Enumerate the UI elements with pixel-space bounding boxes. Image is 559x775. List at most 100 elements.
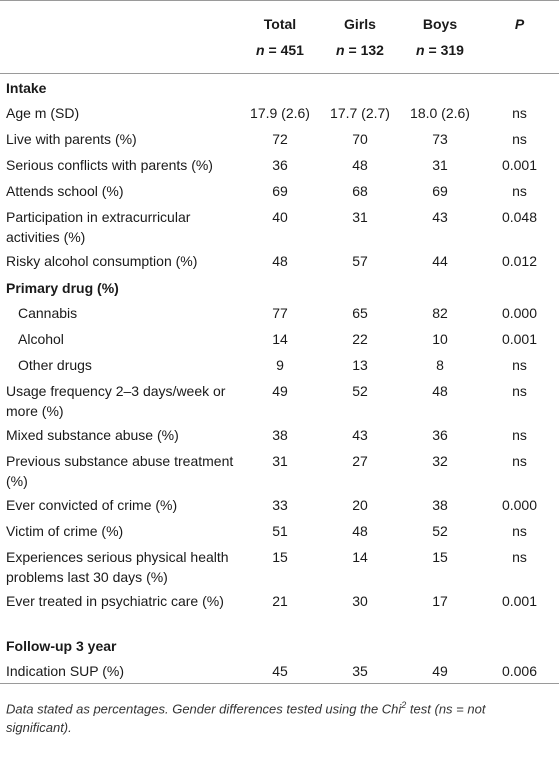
header-girls-n: n = 132 — [336, 42, 384, 58]
cell-total: 17.9 (2.6) — [250, 104, 310, 121]
cell-total: 72 — [272, 130, 288, 147]
cell-total: 45 — [272, 662, 288, 679]
cell-boys: 31 — [432, 156, 448, 173]
cell-boys: 17 — [432, 592, 448, 609]
table-footnote: Data stated as percentages. Gender diffe… — [6, 700, 486, 736]
header-p: P — [514, 16, 525, 32]
cell-total: 9 — [276, 356, 284, 373]
data-table: Total Girls Boys P n = 451 n = 132 n = 3… — [0, 0, 559, 684]
cell-p: ns — [512, 452, 527, 469]
row-label: Ever treated in psychiatric care (%) — [6, 592, 224, 609]
header-girls: Girls — [344, 16, 376, 32]
cell-p: ns — [512, 130, 527, 147]
cell-total: 21 — [272, 592, 288, 609]
cell-p: ns — [512, 104, 527, 121]
cell-boys: 38 — [432, 496, 448, 513]
cell-p: ns — [512, 426, 527, 443]
section-title: Follow-up 3 year — [6, 637, 117, 654]
row-label: Live with parents (%) — [6, 130, 137, 147]
header-total-n: n = 451 — [256, 42, 304, 58]
cell-girls: 70 — [352, 130, 368, 147]
cell-total: 15 — [272, 548, 288, 565]
cell-total: 33 — [272, 496, 288, 513]
table-row: Other drugs 9 13 8 ns — [0, 352, 559, 378]
header-total: Total — [263, 16, 297, 32]
cell-total: 31 — [272, 452, 288, 469]
cell-girls: 20 — [352, 496, 368, 513]
table-row: Victim of crime (%) 51 48 52 ns — [0, 518, 559, 544]
cell-girls: 17.7 (2.7) — [330, 104, 390, 121]
cell-boys: 52 — [432, 522, 448, 539]
cell-girls: 68 — [352, 182, 368, 199]
cell-girls: 52 — [352, 382, 368, 399]
table-row: Previous substance abuse treatment (%) 3… — [0, 448, 559, 492]
cell-p: 0.048 — [501, 208, 538, 225]
table-row: Cannabis 77 65 82 0.000 — [0, 300, 559, 326]
table-row: Ever treated in psychiatric care (%) 21 … — [0, 588, 559, 632]
cell-boys: 82 — [432, 304, 448, 321]
cell-girls: 27 — [352, 452, 368, 469]
cell-p: 0.001 — [501, 330, 538, 347]
cell-p: 0.000 — [501, 496, 538, 513]
cell-boys: 10 — [432, 330, 448, 347]
cell-girls: 65 — [352, 304, 368, 321]
cell-total: 69 — [272, 182, 288, 199]
section-row-followup: Follow-up 3 year — [0, 632, 559, 658]
cell-total: 40 — [272, 208, 288, 225]
section-row-intake: Intake — [0, 74, 559, 100]
header-label-col — [0, 1, 240, 38]
cell-total: 36 — [272, 156, 288, 173]
row-label: Victim of crime (%) — [6, 522, 124, 539]
table-row: Serious conflicts with parents (%) 36 48… — [0, 152, 559, 178]
table-row: Alcohol 14 22 10 0.001 — [0, 326, 559, 352]
cell-p: 0.001 — [501, 156, 538, 173]
cell-girls: 13 — [352, 356, 368, 373]
cell-p: 0.000 — [501, 304, 538, 321]
row-label: Attends school (%) — [6, 182, 124, 199]
cell-p: 0.006 — [501, 662, 538, 679]
cell-boys: 48 — [432, 382, 448, 399]
row-label: Cannabis — [18, 304, 78, 321]
cell-boys: 43 — [432, 208, 448, 225]
table-row: Indication SUP (%) 45 35 49 0.006 — [0, 658, 559, 684]
row-label: Previous substance abuse treatment (%) — [6, 452, 234, 489]
table-row: Age m (SD) 17.9 (2.6) 17.7 (2.7) 18.0 (2… — [0, 100, 559, 126]
table-row: Attends school (%) 69 68 69 ns — [0, 178, 559, 204]
cell-total: 14 — [272, 330, 288, 347]
table-row: Experiences serious physical health prob… — [0, 544, 559, 588]
cell-p: 0.012 — [501, 252, 538, 269]
cell-total: 51 — [272, 522, 288, 539]
table-row: Usage frequency 2–3 days/week or more (%… — [0, 378, 559, 422]
cell-boys: 8 — [436, 356, 444, 373]
row-label: Participation in extracurricular activit… — [6, 208, 191, 245]
cell-girls: 48 — [352, 156, 368, 173]
section-title: Intake — [6, 80, 47, 96]
table-row: Mixed substance abuse (%) 38 43 36 ns — [0, 422, 559, 448]
row-label: Experiences serious physical health prob… — [6, 548, 229, 585]
header-boys: Boys — [422, 16, 458, 32]
cell-girls: 48 — [352, 522, 368, 539]
cell-boys: 36 — [432, 426, 448, 443]
cell-boys: 44 — [432, 252, 448, 269]
table-body: Intake Age m (SD) 17.9 (2.6) 17.7 (2.7) … — [0, 74, 559, 684]
cell-boys: 32 — [432, 452, 448, 469]
cell-p: ns — [512, 522, 527, 539]
cell-boys: 49 — [432, 662, 448, 679]
row-label: Ever convicted of crime (%) — [6, 496, 178, 513]
header-boys-n: n = 319 — [416, 42, 464, 58]
cell-p: ns — [512, 182, 527, 199]
row-label: Age m (SD) — [6, 104, 80, 121]
table-row: Ever convicted of crime (%) 33 20 38 0.0… — [0, 492, 559, 518]
cell-girls: 57 — [352, 252, 368, 269]
table-row: Risky alcohol consumption (%) 48 57 44 0… — [0, 248, 559, 274]
table-row: Participation in extracurricular activit… — [0, 204, 559, 248]
cell-p: ns — [512, 548, 527, 565]
row-label: Mixed substance abuse (%) — [6, 426, 179, 443]
row-label: Indication SUP (%) — [6, 662, 125, 679]
row-label: Risky alcohol consumption (%) — [6, 252, 198, 269]
row-label: Other drugs — [18, 356, 92, 373]
row-label: Usage frequency 2–3 days/week or more (%… — [6, 382, 226, 419]
cell-boys: 73 — [432, 130, 448, 147]
cell-girls: 30 — [352, 592, 368, 609]
